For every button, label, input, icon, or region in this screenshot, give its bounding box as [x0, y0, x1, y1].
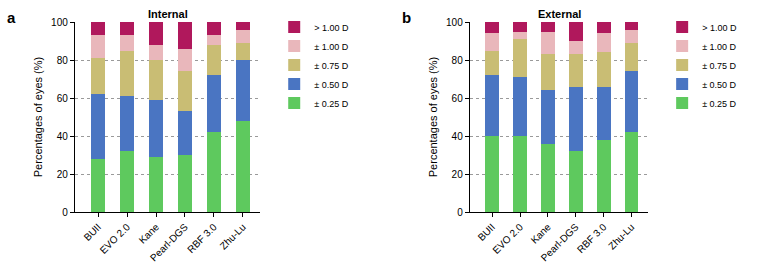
- svg-text:± 0.50 D: ± 0.50 D: [702, 80, 736, 90]
- svg-text:60: 60: [452, 93, 464, 104]
- svg-text:Zhu-Lu: Zhu-Lu: [218, 221, 248, 251]
- svg-text:0: 0: [457, 207, 463, 218]
- svg-text:Zhu-Lu: Zhu-Lu: [606, 221, 636, 251]
- svg-text:Pearl-DGS: Pearl-DGS: [148, 221, 190, 263]
- svg-text:0: 0: [62, 207, 68, 218]
- svg-text:100: 100: [446, 17, 463, 28]
- svg-text:40: 40: [57, 131, 69, 142]
- svg-text:40: 40: [452, 131, 464, 142]
- svg-text:RBF 3.0: RBF 3.0: [185, 221, 219, 255]
- svg-text:± 0.75 D: ± 0.75 D: [702, 61, 736, 71]
- svg-text:External: External: [538, 8, 581, 20]
- svg-text:EVO 2.0: EVO 2.0: [98, 221, 133, 256]
- svg-text:60: 60: [57, 93, 69, 104]
- svg-text:± 1.00 D: ± 1.00 D: [702, 42, 736, 52]
- svg-text:± 0.25 D: ± 0.25 D: [314, 99, 348, 109]
- svg-text:BUII: BUII: [82, 221, 104, 243]
- svg-text:Percentages of eyes (%): Percentages of eyes (%): [427, 57, 439, 177]
- svg-text:± 0.50 D: ± 0.50 D: [314, 80, 348, 90]
- svg-text:± 1.00 D: ± 1.00 D: [314, 42, 348, 52]
- svg-text:± 0.75 D: ± 0.75 D: [314, 61, 348, 71]
- svg-text:Pearl-DGS: Pearl-DGS: [539, 221, 581, 263]
- svg-text:> 1.00 D: > 1.00 D: [702, 23, 737, 33]
- svg-text:> 1.00 D: > 1.00 D: [314, 23, 349, 33]
- svg-text:BUII: BUII: [476, 221, 498, 243]
- svg-text:b: b: [402, 9, 411, 26]
- svg-text:± 0.25 D: ± 0.25 D: [702, 99, 736, 109]
- svg-text:100: 100: [51, 17, 68, 28]
- svg-text:Kane: Kane: [137, 221, 162, 246]
- svg-text:80: 80: [57, 55, 69, 66]
- svg-text:20: 20: [452, 169, 464, 180]
- svg-text:20: 20: [57, 169, 69, 180]
- svg-text:Kane: Kane: [529, 221, 554, 246]
- svg-text:Percentages of eyes (%): Percentages of eyes (%): [32, 57, 44, 177]
- svg-text:80: 80: [452, 55, 464, 66]
- svg-text:RBF 3.0: RBF 3.0: [575, 221, 609, 255]
- svg-text:EVO 2.0: EVO 2.0: [490, 221, 525, 256]
- svg-text:Internal: Internal: [148, 8, 188, 20]
- svg-text:a: a: [7, 9, 16, 26]
